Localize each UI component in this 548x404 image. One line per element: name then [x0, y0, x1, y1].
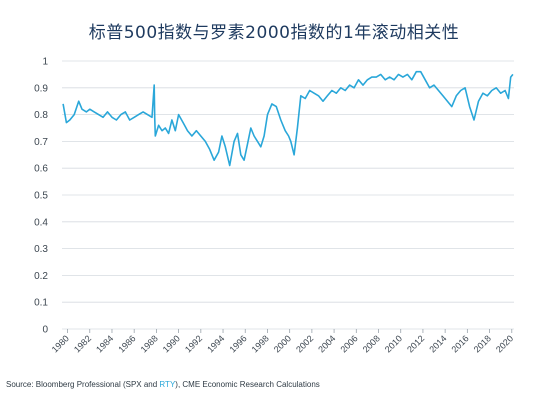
- source-highlight: RTY: [159, 380, 176, 389]
- x-tick-label: 2002: [294, 333, 315, 354]
- x-axis-ticks: 1980 1982 1984 1986 1988 1990 1992 1994 1996 1998…: [50, 329, 515, 355]
- y-tick-label: 0: [42, 325, 48, 336]
- x-tick-label: 2012: [405, 333, 426, 354]
- y-tick-label: 0.9: [34, 83, 48, 94]
- x-tick-label: 1992: [183, 333, 204, 354]
- x-tick-label: 2006: [338, 333, 359, 354]
- y-tick-label: 0.1: [34, 298, 48, 309]
- x-tick-label: 2000: [272, 333, 293, 354]
- x-tick-label: 2010: [383, 333, 404, 354]
- chart-title: 标普500指数与罗素2000指数的1年滚动相关性: [88, 23, 460, 43]
- x-tick-label: 2014: [427, 333, 448, 354]
- y-tick-label: 0.6: [34, 164, 48, 175]
- x-tick-label: 1998: [250, 333, 271, 354]
- x-tick-label: 2008: [361, 333, 382, 354]
- x-tick-label: 1988: [139, 333, 160, 354]
- y-tick-label: 0.2: [34, 271, 48, 282]
- series-layer: [62, 70, 514, 167]
- x-tick-label: 1982: [72, 333, 93, 354]
- x-tick-label: 1984: [94, 333, 115, 354]
- x-tick-label: 1986: [116, 333, 137, 354]
- y-tick-label: 0.7: [34, 137, 48, 148]
- x-tick-label: 1990: [161, 333, 182, 354]
- x-tick-label: 1996: [227, 333, 248, 354]
- x-tick-label: 1994: [205, 333, 226, 354]
- y-axis-ticks: 0 0.1 0.2 0.3 0.4 0.5 0.6 0.7 0.8 0.9 1: [34, 57, 48, 336]
- source-note: Source: Bloomberg Professional (SPX and …: [6, 380, 320, 389]
- series-line: [62, 70, 514, 167]
- x-tick-label: 2004: [316, 333, 337, 354]
- x-tick-label: 2018: [472, 333, 493, 354]
- y-tick-label: 0.4: [34, 217, 48, 228]
- source-prefix: Source: Bloomberg Professional (SPX and: [6, 380, 160, 389]
- source-suffix: ), CME Economic Research Calculations: [175, 380, 320, 389]
- y-tick-label: 1: [42, 57, 48, 68]
- x-tick-label: 2016: [450, 333, 471, 354]
- x-tick-label: 1980: [50, 333, 71, 354]
- x-tick-label: 2020: [494, 333, 515, 354]
- y-tick-label: 0.5: [34, 191, 48, 202]
- y-tick-label: 0.8: [34, 110, 48, 121]
- y-tick-label: 0.3: [34, 244, 48, 255]
- gridlines: [62, 60, 514, 330]
